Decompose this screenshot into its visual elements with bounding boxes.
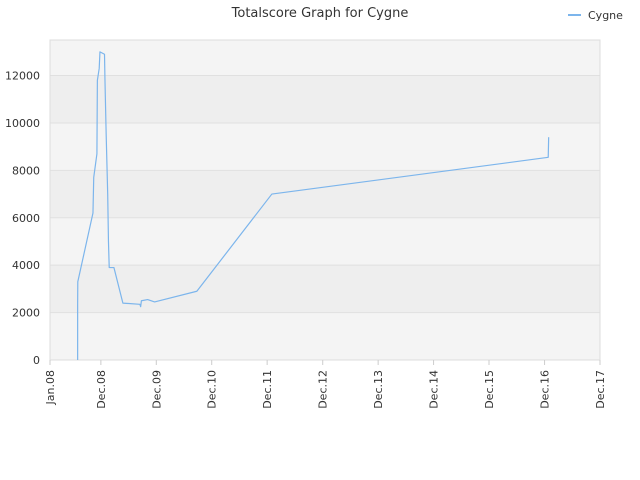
plot-band xyxy=(50,40,600,76)
plot-band xyxy=(50,170,600,218)
y-tick-label: 6000 xyxy=(12,212,40,225)
x-tick-label: Dec.16 xyxy=(539,370,552,409)
plot-band xyxy=(50,217,600,266)
x-tick-label: Dec.17 xyxy=(594,370,607,409)
legend[interactable]: Cygne xyxy=(568,9,623,22)
plot-band xyxy=(50,312,600,360)
x-tick-label: Dec.08 xyxy=(95,370,108,409)
plot-band xyxy=(50,265,600,313)
y-tick-label: 0 xyxy=(33,354,40,367)
y-tick-label: 4000 xyxy=(12,259,40,272)
y-tick-label: 2000 xyxy=(12,307,40,320)
x-tick-label: Dec.14 xyxy=(428,370,441,409)
x-tick-label: Dec.11 xyxy=(261,370,274,409)
series-layer xyxy=(77,51,550,360)
plot-border xyxy=(49,39,601,361)
x-tick-label: Dec.12 xyxy=(317,370,330,409)
y-tick-label: 10000 xyxy=(5,117,40,130)
x-tick-label: Dec.13 xyxy=(372,370,385,409)
y-tick-label: 12000 xyxy=(5,70,40,83)
plot-band xyxy=(50,75,600,123)
legend-label-cygne: Cygne xyxy=(588,9,623,22)
x-tick-label: Dec.10 xyxy=(206,370,219,409)
series-line-cygne xyxy=(77,51,550,360)
x-axis: Jan.08 Dec.08 Dec.09 Dec.10 Dec.11 Dec.12 Dec.… xyxy=(44,360,607,409)
x-tick-label: Jan.08 xyxy=(44,370,57,405)
plot-band xyxy=(50,122,600,171)
y-tick-label: 8000 xyxy=(12,164,40,177)
chart-title: Totalscore Graph for Cygne xyxy=(231,6,409,21)
plot-background xyxy=(50,40,600,360)
x-tick-label: Dec.15 xyxy=(483,370,496,409)
gridlines xyxy=(49,39,601,361)
x-tick-label: Dec.09 xyxy=(150,370,163,409)
y-axis: 0 2000 4000 6000 8000 10000 12000 xyxy=(5,70,40,367)
